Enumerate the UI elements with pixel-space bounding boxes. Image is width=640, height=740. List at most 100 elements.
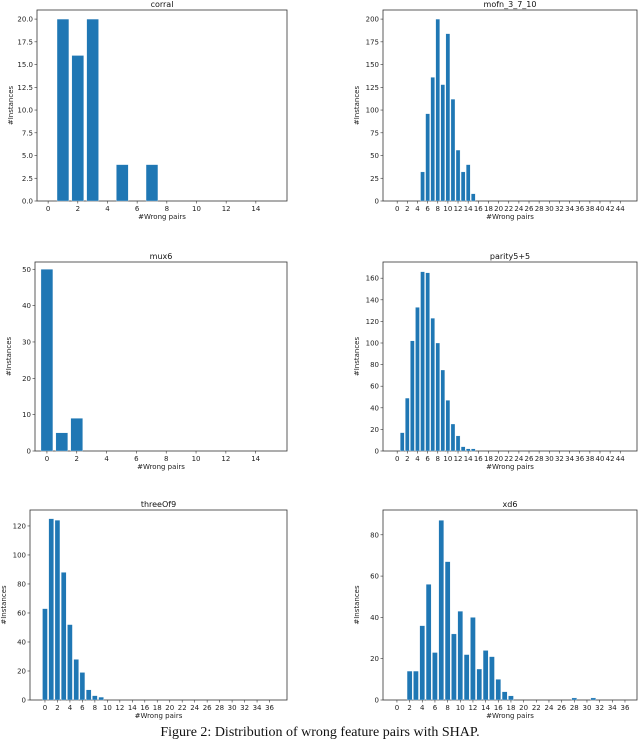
- bar: [471, 193, 476, 202]
- y-tick-label: 40: [370, 404, 379, 412]
- y-tick-label: 80: [370, 361, 379, 369]
- x-tick-label: 14: [251, 455, 260, 463]
- y-tick-label: 20: [370, 655, 379, 663]
- subplot-mux6: mux6 0 2 4 6 8 10 12 14 0 10 20 30 40 50 #Wrong pairs #I…: [5, 252, 288, 471]
- x-tick-label: 42: [606, 455, 615, 463]
- y-tick-label: 15.0: [17, 61, 33, 69]
- x-tick-label: 28: [570, 704, 579, 712]
- bar: [450, 423, 456, 452]
- y-tick-label: 125: [366, 84, 379, 92]
- x-tick-label: 30: [545, 455, 554, 463]
- x-tick-label: 22: [504, 455, 513, 463]
- bar: [445, 400, 451, 452]
- x-tick-label: 0: [45, 455, 49, 463]
- y-tick-label: 20: [17, 667, 26, 675]
- x-tick-label: 8: [436, 205, 440, 213]
- y-tick-label: 80: [17, 580, 26, 588]
- bar: [48, 518, 54, 701]
- axes-frame: [36, 9, 288, 202]
- x-tick-label: 2: [55, 704, 59, 712]
- x-tick-label: 34: [608, 704, 617, 712]
- x-tick-label: 18: [506, 704, 515, 712]
- x-tick-label: 28: [535, 205, 544, 213]
- subplot-title: threeOf9: [141, 500, 176, 509]
- y-tick-label: 60: [370, 573, 379, 581]
- x-tick-label: 6: [80, 704, 85, 712]
- bar: [482, 650, 489, 701]
- x-tick-label: 14: [251, 205, 260, 213]
- bar: [413, 670, 419, 701]
- y-tick-label: 0: [375, 697, 379, 705]
- x-tick-label: 0: [46, 205, 50, 213]
- bar: [465, 448, 471, 452]
- x-tick-label: 10: [192, 205, 201, 213]
- x-tick-label: 2: [405, 455, 409, 463]
- subplot-corral: corral 0 2 4 6 8 10 12 14 0.0 2.5 5.0 7.5 10.0 12.5 15.…: [7, 0, 288, 221]
- bar: [440, 369, 446, 452]
- x-tick-label: 8: [445, 704, 449, 712]
- x-tick-label: 10: [443, 455, 452, 463]
- y-tick-label: 60: [17, 609, 26, 617]
- x-tick-label: 6: [135, 205, 140, 213]
- y-tick-label: 0: [375, 198, 379, 206]
- x-axis-label: #Wrong pairs: [486, 463, 534, 471]
- x-tick-label: 0: [395, 455, 399, 463]
- x-tick-label: 16: [474, 205, 483, 213]
- bar: [42, 608, 48, 701]
- subplot-title: mofn_3_7_10: [484, 0, 537, 9]
- bar: [415, 307, 420, 452]
- x-tick-label: 12: [222, 205, 231, 213]
- bar: [460, 171, 466, 202]
- bar: [406, 670, 413, 701]
- axes-frame: [34, 261, 288, 452]
- subplot-mofn-3-7-10: mofn_3_7_100 2 4 6 8 10 12 14 16 18 20 22 24 26 28 30 32…: [353, 0, 638, 221]
- x-tick-label: 16: [140, 704, 149, 712]
- x-tick-label: 4: [105, 205, 110, 213]
- x-tick-label: 30: [582, 704, 591, 712]
- y-tick-label: 60: [370, 383, 379, 391]
- bar: [444, 561, 451, 701]
- bar: [56, 18, 70, 202]
- bar: [451, 633, 457, 701]
- x-tick-label: 24: [544, 704, 553, 712]
- y-axis-label: #Instances: [0, 585, 8, 625]
- y-tick-label: 20.0: [17, 16, 33, 24]
- bar: [440, 84, 446, 202]
- y-tick-label: 10.0: [17, 107, 33, 115]
- bar: [425, 272, 430, 452]
- x-tick-label: 30: [228, 704, 237, 712]
- x-tick-label: 18: [153, 704, 162, 712]
- x-tick-label: 24: [514, 205, 523, 213]
- y-tick-label: 0: [375, 448, 379, 456]
- x-tick-label: 4: [415, 205, 420, 213]
- y-tick-label: 40: [22, 302, 31, 310]
- x-tick-label: 36: [265, 704, 274, 712]
- y-axis-label: #Instances: [353, 337, 361, 377]
- x-tick-label: 18: [484, 455, 493, 463]
- bar: [432, 652, 438, 701]
- x-tick-label: 6: [425, 205, 430, 213]
- subplot-title: corral: [151, 0, 174, 9]
- y-axis-label: #Instances: [353, 585, 361, 625]
- x-tick-label: 28: [215, 704, 224, 712]
- bar: [55, 432, 68, 452]
- bar: [70, 418, 83, 452]
- x-tick-label: 20: [165, 704, 174, 712]
- x-tick-label: 10: [192, 455, 201, 463]
- x-tick-label: 4: [104, 455, 109, 463]
- y-tick-label: 12.5: [17, 84, 33, 92]
- x-tick-label: 4: [420, 704, 425, 712]
- y-axis-label: #Instances: [5, 337, 13, 377]
- x-tick-label: 24: [514, 455, 523, 463]
- y-tick-label: 10: [22, 411, 31, 419]
- y-tick-label: 20: [370, 426, 379, 434]
- x-tick-label: 26: [525, 455, 534, 463]
- y-tick-label: 120: [366, 318, 379, 326]
- x-tick-label: 10: [456, 704, 465, 712]
- x-tick-label: 20: [519, 704, 528, 712]
- x-tick-label: 0: [43, 704, 47, 712]
- bar: [455, 435, 461, 452]
- bar: [457, 611, 463, 701]
- x-tick-label: 12: [115, 704, 124, 712]
